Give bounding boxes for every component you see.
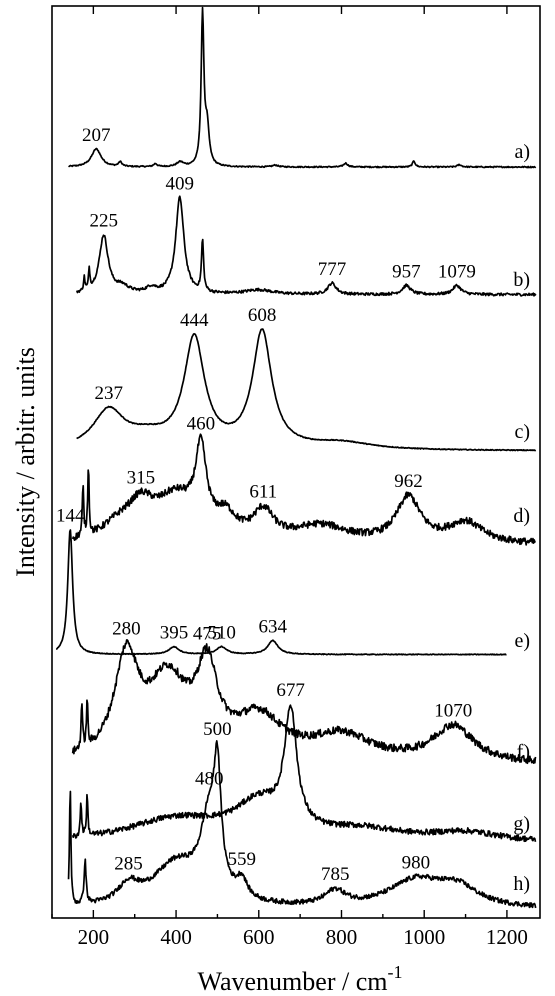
peak-label: 677	[276, 680, 305, 701]
x-tick-label: 400	[160, 925, 192, 949]
peak-label: 464	[188, 0, 217, 5]
series-name-b: b)	[513, 269, 530, 291]
y-axis-label: Intensity / arbitr. units	[11, 347, 40, 577]
peak-label: 777	[318, 259, 347, 280]
peak-label: 460	[187, 413, 216, 434]
peak-label: 634	[259, 617, 288, 638]
peak-label: 611	[249, 482, 277, 503]
x-tick-label: 600	[243, 925, 275, 949]
peak-label: 608	[248, 305, 277, 326]
series-name-a: a)	[514, 141, 530, 163]
peak-label: 480	[195, 769, 224, 790]
peak-labels: 207 464 225 409 777 957 1079 237 444 608 315 460 611…	[56, 0, 476, 885]
plot-frame	[51, 5, 541, 919]
spectrum-trace-b	[75, 195, 537, 297]
peak-label: 475	[193, 623, 222, 644]
peak-label: 144	[56, 505, 85, 526]
peak-label: 225	[89, 211, 118, 232]
peak-label: 962	[394, 471, 423, 492]
spectrum-trace-e	[55, 529, 507, 656]
series-name-c: c)	[514, 421, 530, 443]
x-tick-label: 200	[78, 925, 110, 949]
spectrum-trace-d	[71, 433, 537, 546]
x-axis: 200 400 600 800 1000 1200	[51, 6, 528, 949]
series-name-g: g)	[513, 813, 530, 835]
x-axis-label-text: Wavenumber / cm	[198, 967, 388, 996]
peak-label: 207	[82, 125, 111, 146]
peak-label: 409	[166, 173, 195, 194]
peak-label: 510	[207, 623, 236, 644]
peak-label: 315	[127, 468, 156, 489]
peak-label: 980	[402, 853, 431, 874]
spectrum-trace-g	[71, 704, 537, 843]
series-name-f: f)	[517, 741, 530, 763]
series-name-e: e)	[514, 630, 530, 652]
peak-label: 785	[321, 864, 350, 885]
peak-label: 395	[160, 623, 189, 644]
peak-label: 500	[203, 719, 232, 740]
peak-label: 559	[228, 849, 257, 870]
peak-label: 1079	[438, 262, 476, 283]
peak-label: 1070	[434, 701, 472, 722]
spectrum-trace-a	[68, 6, 537, 169]
peak-label: 285	[114, 854, 143, 875]
spectrum-trace-h	[67, 740, 537, 909]
x-tick-label: 1200	[486, 925, 528, 949]
peak-label: 280	[112, 619, 141, 640]
series-name-d: d)	[513, 505, 530, 527]
peak-label: 444	[180, 310, 209, 331]
peak-label: 237	[94, 383, 123, 404]
spectra-traces	[55, 6, 537, 909]
series-name-h: h)	[513, 873, 530, 895]
x-axis-label-exponent: -1	[387, 962, 402, 982]
x-tick-label: 800	[326, 925, 358, 949]
spectrum-trace-c	[76, 328, 537, 452]
peak-label: 957	[392, 261, 421, 282]
x-tick-label: 1000	[403, 925, 445, 949]
spectrum-trace-f	[71, 639, 537, 765]
x-axis-label: Wavenumber / cm-1	[198, 962, 403, 996]
series-name-labels: a) b) c) d) e) f) g) h)	[513, 141, 530, 895]
